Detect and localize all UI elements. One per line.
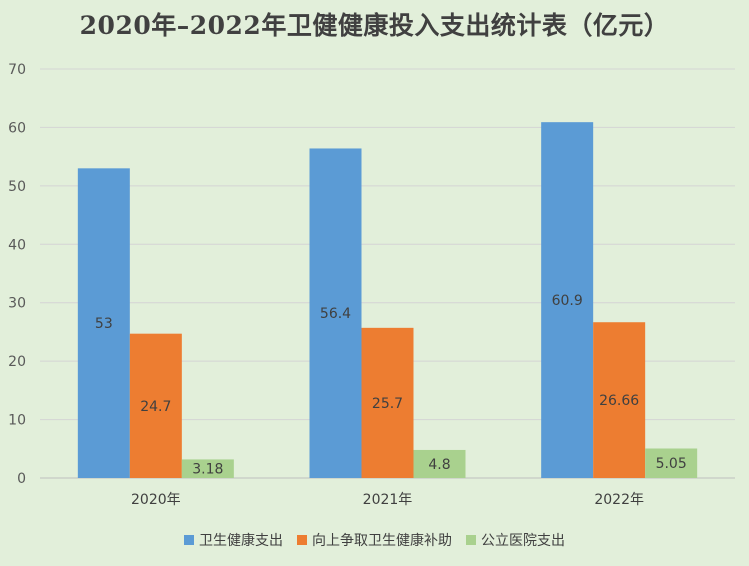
legend-swatch [297,535,307,545]
legend-item: 卫生健康支出 [184,530,283,550]
y-tick-label: 30 [8,296,26,312]
bar-2-2020年 [129,333,182,478]
data-label: 56.4 [320,306,351,322]
legend-item: 向上争取卫生健康补助 [297,530,452,550]
y-tick-label: 50 [8,179,26,195]
x-tick-label: 2022年 [594,492,644,508]
data-label: 25.7 [372,396,403,412]
x-tick-label: 2020年 [131,492,181,508]
chart-title: 2020年–2022年卫健健康投入支出统计表（亿元） [79,11,670,40]
data-label: 5.05 [656,456,687,472]
y-tick-label: 0 [17,471,26,487]
data-label: 3.18 [192,462,223,478]
y-tick-label: 10 [8,413,26,429]
bar-1-2021年 [309,148,362,478]
y-tick-label: 70 [8,62,26,78]
legend-label: 卫生健康支出 [199,533,283,549]
bar-2-2022年 [593,322,646,478]
legend-swatch [184,535,194,545]
data-label: 53 [95,316,113,332]
data-label: 24.7 [140,399,171,415]
bar-3-2021年 [413,449,466,478]
y-axis-ticks: 0 10 20 30 40 50 60 70 [8,62,26,487]
bar-1-2020年 [77,168,130,479]
data-label: 26.66 [599,393,639,409]
y-tick-label: 40 [8,237,26,253]
bar-3-2020年 [181,459,234,478]
y-tick-label: 60 [8,120,26,136]
legend-label: 向上争取卫生健康补助 [312,533,452,549]
y-tick-label: 20 [8,354,26,370]
x-tick-label: 2021年 [363,492,413,508]
legend: 卫生健康支出 向上争取卫生健康补助 公立医院支出 [0,530,749,550]
data-label: 60.9 [552,293,583,309]
data-label: 4.8 [428,457,450,473]
bar-2-2021年 [361,327,414,478]
legend-item: 公立医院支出 [466,530,565,550]
x-axis-ticks: 2020年 2021年 2022年 [131,492,644,508]
legend-label: 公立医院支出 [481,533,565,549]
legend-swatch [466,535,476,545]
bar-3-2022年 [645,448,698,478]
bar-1-2022年 [541,122,594,479]
data-labels: 53 24.7 3.18 56.4 25.7 4.8 60.9 26.66 5.05 [95,293,687,478]
bars [77,122,698,479]
